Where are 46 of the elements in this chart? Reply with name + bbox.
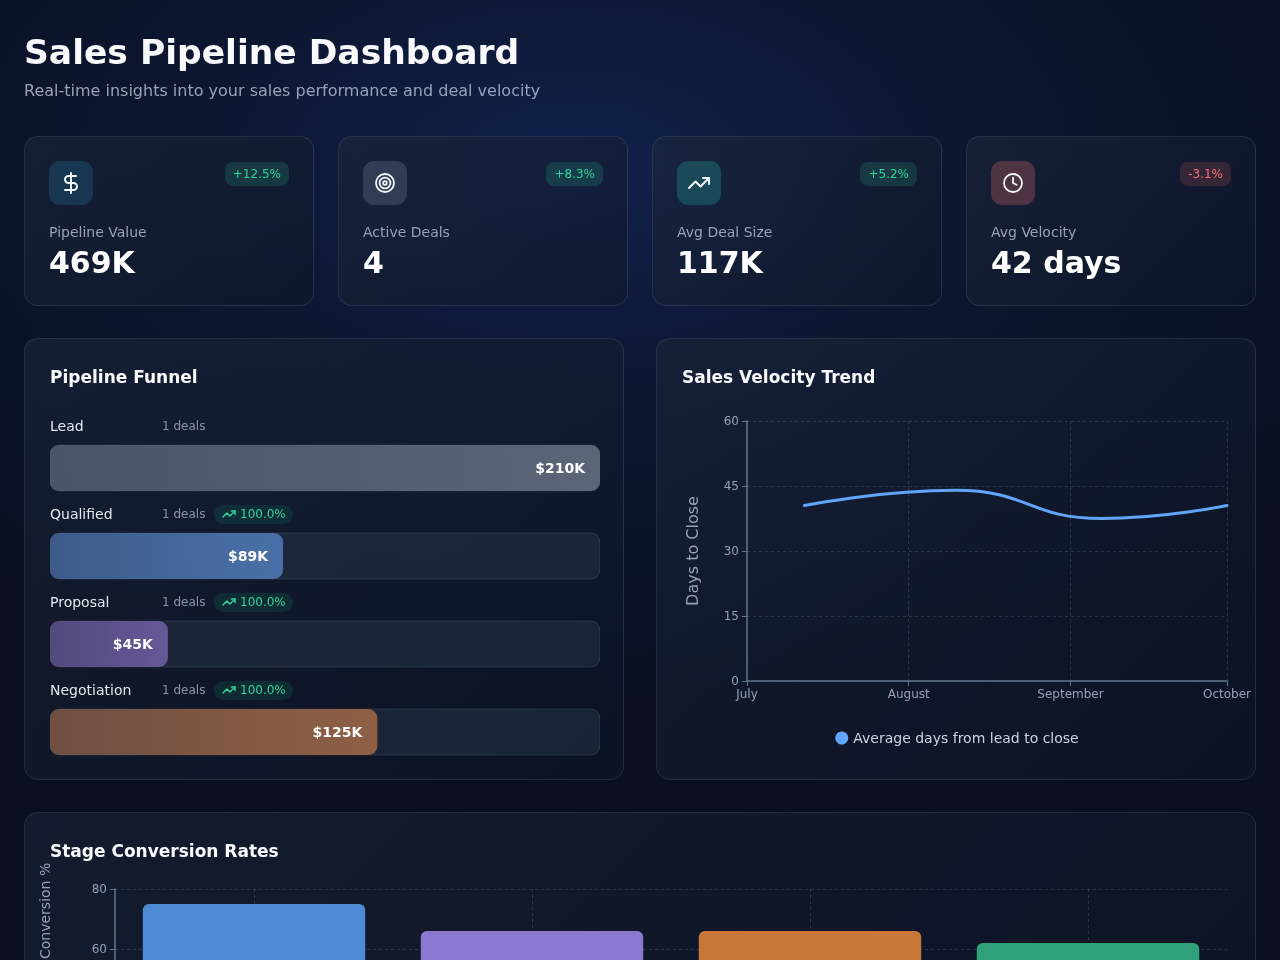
chart-title: Stage Conversion Rates <box>50 841 279 861</box>
chart-title: Pipeline Funnel <box>50 367 198 387</box>
category-label: Avg Deal Size <box>677 224 773 240</box>
y-tick-label: Qualified <box>50 506 113 522</box>
x-tick-label: July <box>735 687 758 701</box>
category-label: Pipeline Value <box>49 224 147 240</box>
x-tick-label: August <box>887 687 931 701</box>
text: 42 days <box>991 245 1122 280</box>
y-tick-label: Proposal <box>50 594 110 610</box>
data-label: $89K <box>228 548 270 564</box>
data-label: $210K <box>535 460 587 476</box>
y-tick-label: 60 <box>723 414 739 428</box>
text: Sales Pipeline Dashboard <box>24 32 520 72</box>
data-label: $45K <box>112 636 154 652</box>
category-label: Avg Velocity <box>991 224 1077 240</box>
text: 117K <box>677 245 763 280</box>
y-tick-label: 80 <box>91 882 107 896</box>
text: +5.2% <box>868 167 909 181</box>
annotation: 100.0% <box>240 681 286 699</box>
y-axis-title: Conversion % <box>37 862 53 959</box>
x-tick-label: October <box>1202 687 1252 701</box>
annotation: 100.0% <box>240 505 286 523</box>
category-label: Active Deals <box>363 224 450 240</box>
annotation: 1 deals <box>162 419 206 433</box>
text: +8.3% <box>554 167 595 181</box>
y-tick-label: 15 <box>723 609 739 623</box>
legend-label: Average days from lead to close <box>853 730 1079 746</box>
y-tick-label: Lead <box>50 418 84 434</box>
text: +12.5% <box>232 167 281 181</box>
y-tick-label: 60 <box>91 942 107 956</box>
data-label: $125K <box>312 724 364 740</box>
chart-title: Sales Velocity Trend <box>682 367 876 387</box>
annotation: 1 deals <box>162 595 206 609</box>
y-tick-label: 30 <box>723 544 739 558</box>
x-tick-label: September <box>1037 687 1104 701</box>
annotation: 100.0% <box>240 593 286 611</box>
annotation: 1 deals <box>162 507 206 521</box>
y-axis-title: Days to Close <box>682 496 702 606</box>
annotation: 1 deals <box>162 683 206 697</box>
text: Real-time insights into your sales performance and deal velocity <box>24 81 541 100</box>
text: -3.1% <box>1188 167 1223 181</box>
text: 4 <box>363 245 384 280</box>
y-tick-label: 45 <box>723 479 739 493</box>
text: 469K <box>49 245 135 280</box>
y-tick-label: 0 <box>731 674 739 688</box>
y-tick-label: Negotiation <box>50 682 132 698</box>
